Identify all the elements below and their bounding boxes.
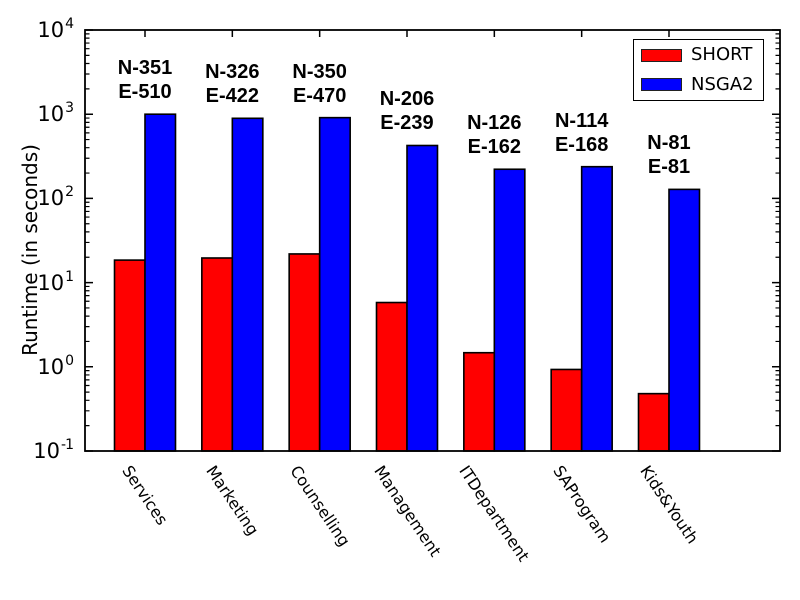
- legend-item-short: SHORT: [634, 41, 763, 69]
- legend-item-nsga2: NSGA2: [634, 71, 763, 99]
- y-minor-ticks: [85, 33, 780, 427]
- y-tick-label-10e1: 101: [37, 268, 74, 295]
- y-axis-label: Runtime (in seconds): [18, 144, 42, 356]
- bar-short-marketing: [201, 257, 234, 452]
- legend-swatch-short: [641, 48, 682, 62]
- bar-nsga2-kids-youth: [668, 188, 701, 452]
- y-tick-label-10e-1: 10-1: [33, 437, 74, 463]
- annotation-services: N-351 E-510: [117, 57, 173, 104]
- bar-nsga2-marketing: [231, 117, 264, 452]
- annotation-kids-youth: N-81 E-81: [647, 132, 691, 179]
- legend-label-short: SHORT: [691, 44, 753, 66]
- plot-frame: [84, 29, 781, 452]
- y-tick-label-10e3: 103: [37, 100, 74, 127]
- bar-short-services: [113, 259, 146, 452]
- annotation-management: N-206 E-239: [379, 88, 435, 135]
- bar-nsga2-saprogram: [580, 165, 613, 452]
- bar-short-itdepartment: [463, 351, 496, 452]
- bar-nsga2-management: [406, 144, 439, 452]
- y-tick-label-10e0: 100: [37, 352, 74, 379]
- bar-short-management: [375, 301, 408, 452]
- legend-swatch-nsga2: [641, 78, 682, 92]
- bar-nsga2-services: [144, 113, 177, 452]
- annotation-itdepartment: N-126 E-162: [467, 112, 522, 159]
- annotation-marketing: N-326 E-422: [205, 61, 260, 108]
- bar-nsga2-counselling: [318, 116, 351, 452]
- legend: SHORT NSGA2: [633, 39, 764, 101]
- bar-short-kids-youth: [637, 392, 670, 452]
- bar-nsga2-itdepartment: [493, 168, 526, 452]
- y-tick-label-10e2: 102: [37, 184, 74, 211]
- bar-short-counselling: [288, 253, 321, 452]
- legend-label-nsga2: NSGA2: [691, 73, 754, 95]
- bar-short-saprogram: [550, 368, 583, 452]
- y-tick-label-10e4: 104: [37, 16, 74, 42]
- annotation-saprogram: N-114 E-168: [554, 109, 609, 156]
- annotation-counselling: N-350 E-470: [292, 60, 347, 107]
